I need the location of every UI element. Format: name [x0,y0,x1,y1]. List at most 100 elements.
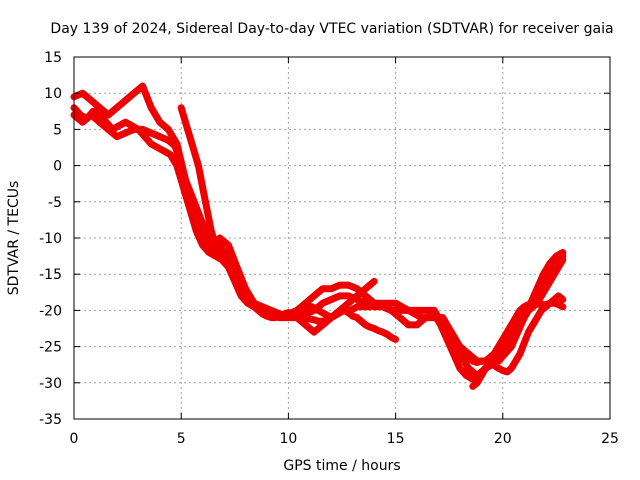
data-point [504,368,511,375]
y-tick-label: -35 [39,412,62,428]
data-point [178,162,185,169]
data-point [203,206,210,213]
y-tick-label: -25 [39,340,62,356]
x-tick-label: 0 [70,431,79,447]
data-point [255,307,262,314]
x-tick-label: 25 [601,431,619,447]
data-point [396,307,403,314]
data-point [534,314,541,321]
data-point [362,285,369,292]
data-point [354,303,361,310]
data-point [302,314,309,321]
data-point [439,321,446,328]
data-point [148,104,155,111]
data-point [474,379,481,386]
data-point [298,318,305,325]
data-point [96,104,103,111]
data-point [139,82,146,89]
data-point [225,256,232,263]
data-point [203,238,210,245]
y-tick-labels: -35 -30 -25 -20 -15 -10 -5 0 5 10 15 [39,50,62,428]
data-point [332,311,339,318]
data-point [191,206,198,213]
data-point [469,358,476,365]
data-point [105,111,112,118]
data-point [450,350,457,357]
data-point [508,365,515,372]
data-point [354,292,361,299]
data-point [386,300,393,307]
data-point [375,327,382,334]
data-point [559,253,566,260]
data-point [319,321,326,328]
data-point [165,126,172,133]
data-point [148,140,155,147]
data-point [79,90,86,97]
data-point [321,311,328,318]
data-point [268,308,275,315]
data-point [216,235,223,241]
data-point [336,282,343,289]
data-point [371,278,378,285]
data-point [96,111,103,118]
data-point [221,253,228,260]
data-point [173,148,180,155]
data-point [311,292,318,299]
data-point [405,307,412,314]
data-point [315,325,322,332]
data-point [525,301,532,308]
y-tick-label: 5 [53,122,62,138]
data-point [131,126,138,133]
data-point [384,331,391,338]
data-point [456,347,463,354]
data-point [251,303,258,310]
data-point [246,300,253,307]
data-point [88,97,95,104]
data-point [405,321,412,328]
data-point [379,329,386,336]
data-point [559,303,566,310]
data-point [199,184,206,191]
data-point [195,162,202,169]
data-point [465,365,472,372]
data-point [345,309,352,316]
data-point [328,285,335,292]
data-point [113,104,120,111]
data-point [148,130,155,137]
data-point [512,358,519,365]
data-point [542,301,549,308]
data-point [242,292,249,299]
data-point [105,126,112,133]
data-point [156,133,163,140]
data-point [206,249,213,256]
data-point [122,97,129,104]
data-point [478,372,485,379]
data-point [182,177,189,184]
x-axis-label: GPS time / hours [283,458,400,474]
data-point [319,300,326,307]
data-point [516,350,523,357]
data-point [371,325,378,332]
data-point [516,307,523,314]
data-point [281,311,288,318]
data-point [354,285,361,292]
data-point [272,314,279,321]
data-point [499,350,506,357]
data-point [388,307,395,314]
data-point [323,318,330,325]
y-tick-label: -30 [39,376,62,392]
y-tick-label: -10 [39,231,62,247]
data-point [141,133,148,140]
data-point [229,263,236,270]
data-point [540,271,547,278]
data-point [508,336,515,343]
x-tick-labels: 0 5 10 15 20 25 [70,431,619,447]
data-point [452,343,459,350]
data-point [463,372,470,379]
data-point [311,316,318,323]
data-point [482,365,489,372]
data-point [469,376,476,383]
data-point [534,292,541,299]
data-point [362,292,369,299]
